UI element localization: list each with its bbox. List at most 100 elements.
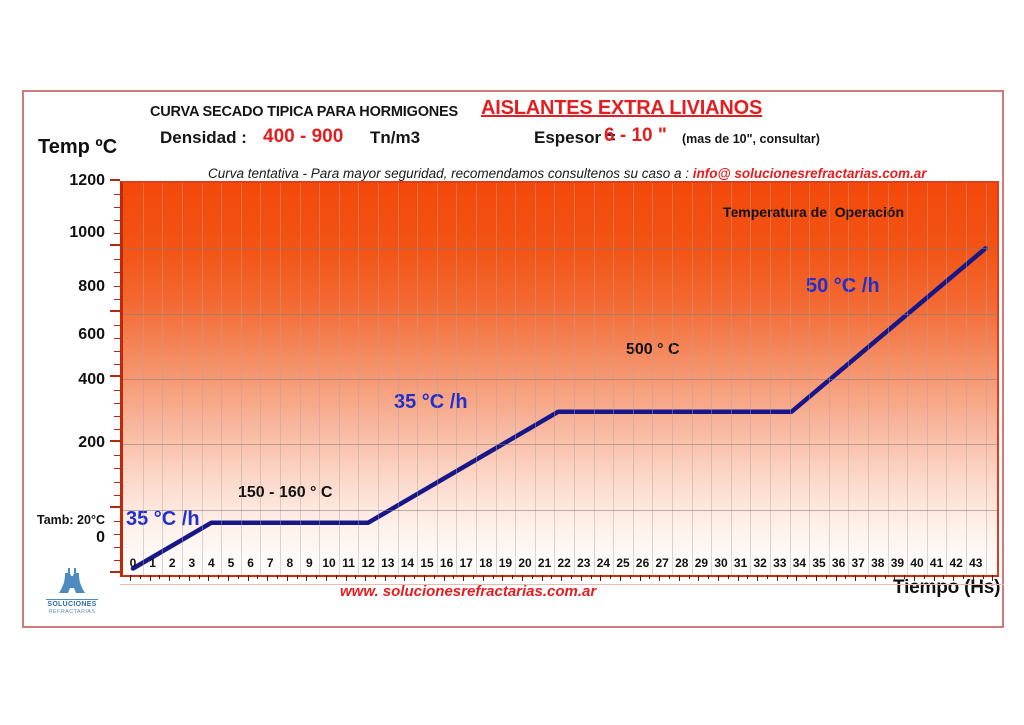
x-axis-tick <box>590 575 592 579</box>
x-axis-tick <box>776 575 778 581</box>
x-axis-tick <box>139 575 141 579</box>
x-tick-label: 15 <box>420 556 434 570</box>
x-axis-tick <box>355 575 357 579</box>
x-axis-tick <box>130 575 131 581</box>
page-border <box>22 90 1004 628</box>
logo-text-line1: SOLUCIONES <box>47 601 97 608</box>
y-axis-minor-tick <box>114 546 120 548</box>
annotation-rate-1: 35 °C /h <box>126 508 200 530</box>
x-tick-label: 39 <box>890 556 905 570</box>
drying-curve-line <box>130 246 988 571</box>
x-axis-tick <box>345 575 347 581</box>
furnace-logo-icon <box>59 568 85 593</box>
y-axis-minor-tick <box>114 468 120 470</box>
x-axis-tick <box>669 575 670 579</box>
x-tick-label: 12 <box>361 556 375 570</box>
company-logo: SOLUCIONES REFRACTARIAS <box>44 567 100 615</box>
x-tick-label: 43 <box>969 556 983 570</box>
x-tick-label: 42 <box>949 556 963 570</box>
x-axis-tick <box>149 575 151 581</box>
x-tick-label: 29 <box>694 556 709 570</box>
y-axis-major-tick <box>110 440 120 443</box>
x-tick-label: 33 <box>773 556 787 570</box>
x-axis-tick <box>708 575 710 579</box>
y-axis-minor-tick <box>114 233 120 235</box>
x-axis-tick <box>394 575 396 579</box>
x-tick-label: 40 <box>910 556 924 570</box>
y-tick-label: 1000 <box>69 224 105 241</box>
x-axis-tick <box>247 575 249 581</box>
x-axis-tick <box>580 575 582 581</box>
x-tick-label: 22 <box>557 556 571 570</box>
chart-title: CURVA SECADO TIPICA PARA HORMIGONES <box>150 104 458 120</box>
x-axis-tick <box>845 575 847 579</box>
x-axis-tick <box>914 575 915 581</box>
thickness-label: Espesor = <box>534 128 616 147</box>
y-axis-minor-tick <box>114 390 120 392</box>
y-axis-minor-tick <box>114 207 120 209</box>
x-axis-tick <box>228 575 229 581</box>
x-axis-tick <box>982 575 984 579</box>
x-tick-label: 6 <box>247 556 254 570</box>
x-tick-label: 10 <box>322 556 336 570</box>
x-axis-tick <box>718 575 719 581</box>
x-axis-tick <box>943 575 945 579</box>
x-tick-label: 38 <box>871 556 885 570</box>
x-axis-tick <box>237 575 239 579</box>
x-tick-label: 11 <box>342 556 355 570</box>
x-axis-tick <box>620 575 621 581</box>
x-axis-tick <box>159 575 161 579</box>
x-tick-label: 1 <box>149 556 156 570</box>
x-axis-tick <box>512 575 514 579</box>
x-tick-label: 3 <box>188 556 196 570</box>
website-link[interactable]: www. solucionesrefractarias.com.ar <box>340 583 597 600</box>
x-axis-tick <box>737 575 739 581</box>
contact-email-link[interactable]: info@ solucionesrefractarias.com.ar <box>692 166 927 181</box>
x-tick-label: 0 <box>129 556 137 570</box>
x-axis-tick <box>786 575 788 579</box>
x-axis-tick <box>894 575 896 581</box>
x-axis-tick <box>218 575 220 579</box>
x-tick-label: 32 <box>753 556 767 570</box>
x-axis-tick <box>767 575 768 579</box>
annotation-hold-2: 500 ° C <box>626 341 680 358</box>
y-axis-major-tick <box>110 244 120 247</box>
y-axis-minor-tick <box>114 455 120 457</box>
x-axis-tick <box>188 575 190 581</box>
y-axis-minor-tick <box>114 194 120 196</box>
y-axis-title: Temp ºC <box>38 136 118 158</box>
x-axis-tick <box>502 575 504 581</box>
y-axis-minor-tick <box>114 324 120 326</box>
density-label: Densidad : <box>160 128 247 147</box>
density-unit: Tn/m3 <box>370 128 421 147</box>
y-axis-minor-tick <box>114 416 120 418</box>
x-axis-tick <box>482 575 484 581</box>
horizontal-gridline <box>123 313 997 315</box>
x-axis-tick <box>531 575 533 579</box>
x-tick-label: 35 <box>812 556 826 570</box>
y-axis-minor-tick <box>114 220 120 222</box>
x-axis-title: Tiempo (Hs) <box>893 577 1001 598</box>
x-tick-label: 37 <box>851 556 865 570</box>
x-tick-label: 36 <box>831 556 846 570</box>
horizontal-gridline <box>123 509 997 511</box>
x-axis-tick <box>365 575 367 581</box>
x-axis-tick <box>659 575 661 581</box>
y-axis-minor-tick <box>114 494 120 496</box>
y-tick-label: 200 <box>78 434 105 451</box>
x-axis-tick <box>933 575 935 581</box>
plot-area: 35 °C /h 150 - 160 ° C 35 °C /h 500 ° C … <box>120 181 999 577</box>
x-tick-label: 20 <box>518 556 532 570</box>
x-axis-tick <box>629 575 631 579</box>
y-axis-minor-tick <box>114 350 120 352</box>
y-axis-minor-tick <box>114 429 120 431</box>
horizontal-gridline <box>123 444 997 446</box>
x-axis-tick <box>541 575 543 581</box>
x-axis-tick <box>326 575 327 581</box>
x-axis-tick <box>198 575 200 579</box>
y-tick-label: 800 <box>78 278 105 295</box>
x-axis-tick <box>424 575 425 581</box>
density-value: 400 - 900 <box>263 126 344 147</box>
logo-text-line2: REFRACTARIAS <box>48 609 96 615</box>
